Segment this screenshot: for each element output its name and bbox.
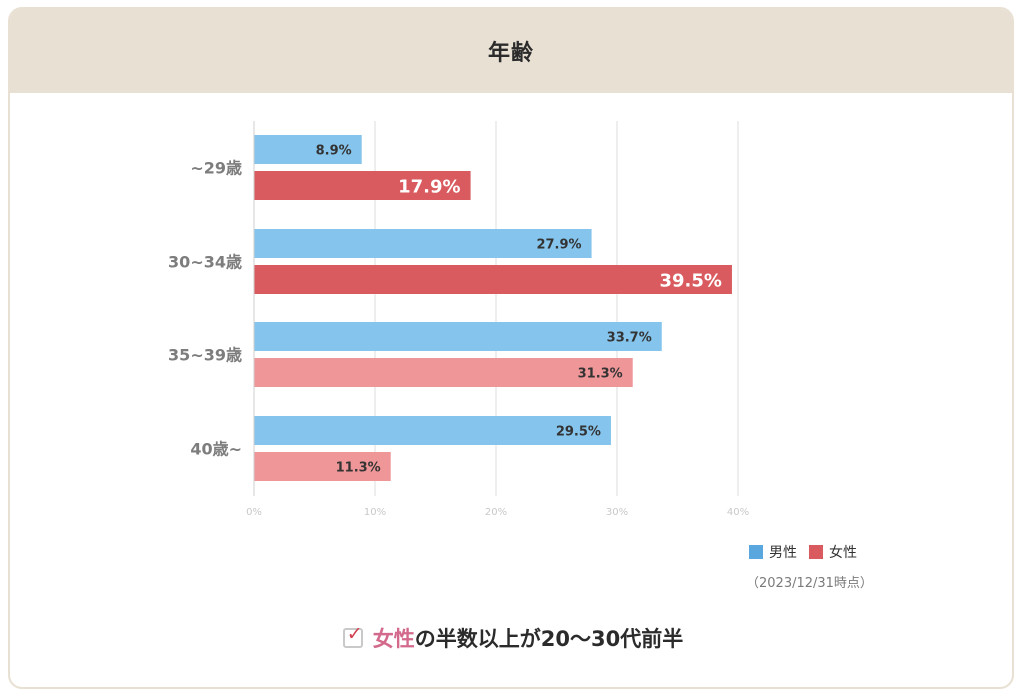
- note-highlight: 女性: [372, 627, 415, 651]
- as-of-date: （2023/12/31時点）: [746, 576, 873, 591]
- value-label-male: 8.9%: [316, 144, 352, 159]
- value-label-male: 33.7%: [607, 331, 652, 346]
- checkbox-checked-icon: ✓: [342, 623, 363, 648]
- age-bar-chart: 0% 10% 20% 30% 40% ~29歳 8.9% 17.9% 30~34歳 27.9% 39…: [168, 121, 749, 518]
- note-text: の半数以上が20〜30代前半: [414, 627, 684, 651]
- chart-legend: 男性 女性: [749, 542, 857, 562]
- legend-swatch-male: [749, 545, 763, 559]
- category-label: 30~34歳: [168, 253, 242, 272]
- card-header: 年齢: [10, 9, 1012, 93]
- legend-label-female: 女性: [829, 545, 857, 561]
- category-label: 35~39歳: [168, 346, 242, 365]
- value-label-female: 31.3%: [578, 367, 623, 382]
- age-card: 年齢 0% 10% 20% 30% 40% ~29歳 8.9% 17.9% 30~34歳 27.9…: [8, 7, 1014, 689]
- x-tick-label: 10%: [364, 507, 386, 518]
- bar-female: [254, 265, 732, 294]
- x-tick-label: 20%: [485, 507, 507, 518]
- bar-male: [254, 416, 611, 445]
- value-label-male: 27.9%: [536, 238, 581, 253]
- x-tick-label: 40%: [727, 507, 749, 518]
- value-label-female: 11.3%: [336, 461, 381, 476]
- bar-female: [254, 358, 633, 387]
- bar-male: [254, 135, 362, 164]
- category-label: 40歳~: [190, 440, 242, 459]
- legend-item-female: 女性: [809, 542, 857, 562]
- value-label-female: 39.5%: [659, 271, 721, 292]
- summary-note: ✓ 女性 の半数以上が20〜30代前半: [10, 623, 1012, 653]
- category-label: ~29歳: [190, 159, 242, 178]
- legend-swatch-female: [809, 545, 823, 559]
- bar-female: [254, 452, 391, 481]
- value-label-male: 29.5%: [556, 425, 601, 440]
- bar-female: [254, 171, 471, 200]
- x-tick-label: 30%: [606, 507, 628, 518]
- value-label-female: 17.9%: [398, 177, 460, 198]
- bar-male: [254, 322, 662, 351]
- legend-label-male: 男性: [769, 545, 797, 561]
- card-title: 年齢: [487, 41, 534, 66]
- bar-male: [254, 229, 592, 258]
- x-tick-label: 0%: [246, 507, 262, 518]
- legend-item-male: 男性: [749, 542, 797, 562]
